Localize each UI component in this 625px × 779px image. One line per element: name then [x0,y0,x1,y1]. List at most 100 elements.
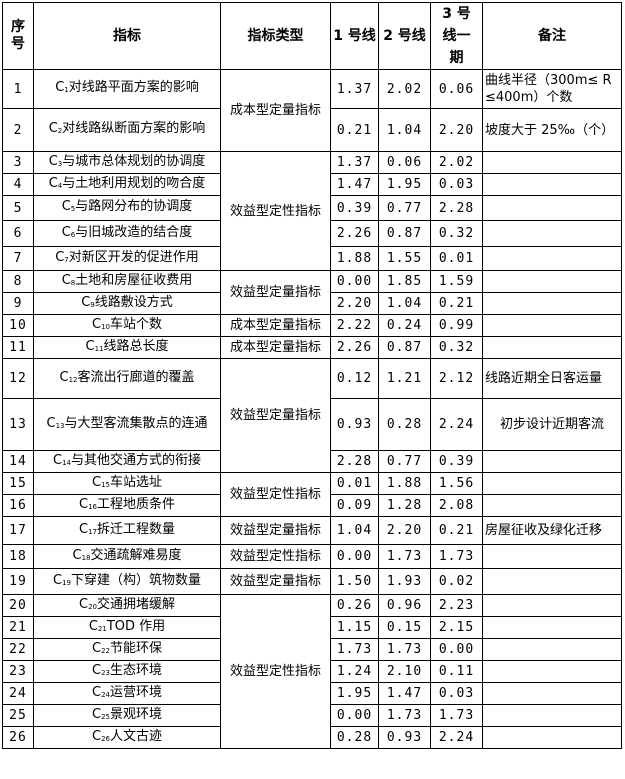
indicator-subscript: 9 [90,300,95,309]
indicator-label: 景观环境 [109,706,162,722]
indicator-subscript: 14 [62,458,71,467]
line-value: 1.21 [378,358,431,399]
line-value: 1.73 [378,704,431,727]
remark [482,195,622,221]
line-value: 1.04 [378,108,431,152]
row-number: 8 [2,270,34,293]
indicator-type: 效益型定性指标 [220,472,331,517]
table-row: 7 C7对新区开发的促进作用 1.88 1.55 0.01 [2,246,622,271]
indicator-name: C10车站个数 [33,314,221,337]
line-value: 0.00 [330,704,379,727]
line-value: 0.21 [330,108,379,152]
line-value: 1.55 [378,246,431,271]
line-value: 0.00 [330,544,379,569]
indicator-subscript: 24 [101,690,110,699]
indicator-type: 效益型定性指标 [220,594,331,749]
indicator-subscript: 20 [88,602,97,611]
remark [482,151,622,174]
line-value: 0.01 [330,472,379,495]
indicator-type: 效益型定量指标 [220,358,331,473]
indicator-subscript: 25 [101,712,110,721]
table-row: 17 C17拆迁工程数量 效益型定量指标 1.04 2.20 0.21 房屋征收及绿化迁移 [2,516,622,545]
remark [482,544,622,569]
indicator-label: 对新区开发的促进作用 [68,249,199,265]
indicator-label: 线路总长度 [103,338,169,354]
row-number: 26 [2,726,34,749]
line-value: 2.15 [430,616,483,639]
row-number: 3 [2,151,34,174]
indicator-subscript: 12 [68,375,78,384]
line-value: 0.21 [430,516,483,545]
line-value: 2.26 [330,220,379,247]
line-value: 1.28 [378,494,431,517]
line-value: 0.00 [430,638,483,661]
indicator-subscript: 3 [57,159,63,168]
indicator-name: C1对线路平面方案的影响 [33,69,221,109]
indicator-type: 效益型定量指标 [220,516,331,545]
table-row: 4 C4与土地利用规划的吻合度 1.47 1.95 0.03 [2,173,622,196]
indicator-name: C17拆迁工程数量 [33,516,221,545]
table-row: 15 C15车站选址 效益型定性指标 0.01 1.88 1.56 [2,472,622,517]
indicator-subscript: 1 [64,86,69,94]
row-number: 15 [2,472,34,495]
row-number: 11 [2,336,34,359]
remark [482,292,622,315]
indicator-subscript: 11 [94,344,104,353]
indicator-name: C2对线路纵断面方案的影响 [33,108,221,152]
indicator-label: 工程地质条件 [96,496,175,512]
row-number: 2 [2,108,34,152]
indicator-subscript: 19 [62,578,71,587]
row-number: 25 [2,704,34,727]
line-value: 1.15 [330,616,379,639]
remark [482,568,622,595]
table-row: 3 C3与城市总体规划的协调度 效益型定性指标 1.37 0.06 2.02 [2,151,622,271]
indicator-label: 车站选址 [109,474,162,490]
indicator-type: 成本型定量指标 [220,336,331,359]
indicator-label: 下穿建（构）筑物数量 [70,572,201,588]
table-row: 8 C8土地和房屋征收费用 效益型定量指标 0.00 1.85 1.59 [2,270,622,315]
remark [482,726,622,749]
line-value: 0.01 [430,246,483,271]
remark [482,472,622,495]
column-header: 指标类型 [220,2,331,70]
line-value: 0.93 [330,398,379,451]
indicator-name: C9线路敷设方式 [33,292,221,315]
row-number: 14 [2,450,34,473]
line-value: 1.24 [330,660,379,683]
remark [482,594,622,617]
line-value: 1.73 [330,638,379,661]
table-header-row: 序号 指标 指标类型 1 号线 2 号线 3 号线一期 备注 [2,2,622,70]
indicator-label: 与大型客流集散点的连通 [64,415,208,431]
line-value: 0.28 [330,726,379,749]
indicator-label: 对线路平面方案的影响 [68,80,199,95]
remark [482,246,622,271]
indicator-name: C5与路网分布的协调度 [33,195,221,221]
table-row: 1 C1对线路平面方案的影响 成本型定量指标 1.37 2.02 0.06 曲线半径（300… [2,69,622,152]
line-value: 2.08 [430,494,483,517]
line-value: 2.28 [430,195,483,221]
indicator-name: C20交通拥堵缓解 [33,594,221,617]
indicator-name: C22节能环保 [33,638,221,661]
indicator-type: 效益型定量指标 [220,270,331,315]
indicator-subscript: 17 [88,527,97,536]
column-header: 1 号线 [330,2,379,70]
line-value: 2.10 [378,660,431,683]
indicator-name: C13与大型客流集散点的连通 [33,398,221,451]
table-row: 26 C26人文古迹 0.28 0.93 2.24 [2,726,622,749]
line-value: 0.99 [430,314,483,337]
indicator-name: C8土地和房屋征收费用 [33,270,221,293]
indicator-label: TOD 作用 [106,618,166,634]
remark: 房屋征收及绿化迁移 [482,516,622,545]
line-value: 0.77 [378,195,431,221]
line-value: 2.20 [330,292,379,315]
remark: 初步设计近期客流 [482,398,622,451]
table-row: 5 C5与路网分布的协调度 0.39 0.77 2.28 [2,195,622,221]
indicator-name: C16工程地质条件 [33,494,221,517]
line-value: 1.85 [378,270,431,293]
table-row: 13 C13与大型客流集散点的连通 0.93 0.28 2.24 初步设计近期客流 [2,398,622,451]
remark: 坡度大于 25‰（个） [482,108,622,152]
row-number: 19 [2,568,34,595]
indicator-name: C24运营环境 [33,682,221,705]
remark: 曲线半径（300m≤ R ≤400m）个数 [482,69,622,109]
indicator-subscript: 5 [70,205,76,213]
